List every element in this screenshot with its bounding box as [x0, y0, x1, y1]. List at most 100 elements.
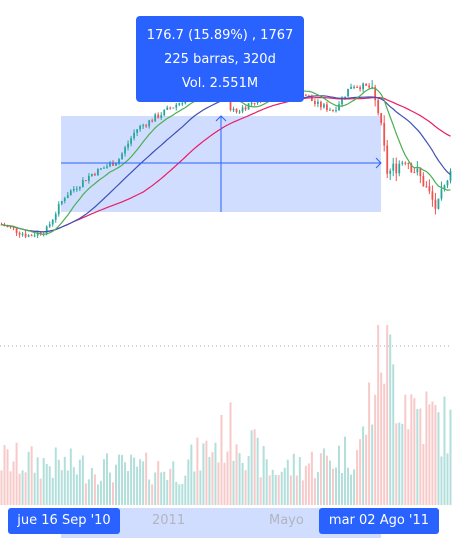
candle-body: [392, 163, 395, 171]
candle-body: [395, 163, 398, 174]
candle-body: [24, 233, 27, 237]
candle-body: [81, 180, 84, 187]
candle-body: [175, 104, 178, 108]
candle-body: [320, 101, 322, 108]
volume-bar: [428, 404, 431, 505]
candle-body: [103, 167, 105, 169]
volume-bar: [169, 468, 172, 505]
volume-bar: [271, 469, 274, 505]
volume-bar: [148, 479, 151, 505]
candle-body: [422, 176, 425, 187]
candle-body: [18, 232, 21, 235]
candle-body: [139, 126, 142, 130]
volume-bar: [96, 484, 99, 505]
volume-bar: [30, 446, 33, 505]
candle-body: [97, 168, 99, 176]
candle-body: [389, 170, 392, 174]
volume-bar: [235, 444, 238, 505]
volume-bar: [3, 444, 6, 505]
candle-body: [33, 235, 36, 237]
candle-body: [6, 226, 9, 228]
candle-body: [9, 226, 12, 228]
x-axis-tick-mayo: Mayo: [269, 513, 304, 528]
volume-bar: [133, 457, 136, 505]
candle-body: [313, 101, 316, 104]
volume-bar: [166, 479, 169, 505]
candle-body: [241, 107, 244, 112]
x-axis-tick-2011: 2011: [152, 513, 186, 528]
candle-body: [87, 175, 90, 181]
candle-body: [425, 186, 428, 188]
measure-bars-days: 225 barras, 320d: [164, 52, 276, 67]
candle-body: [115, 163, 117, 166]
volume-bar: [383, 383, 386, 505]
volume-bar: [301, 480, 304, 505]
candle-body: [317, 101, 319, 104]
volume-bar: [398, 422, 401, 505]
candle-body: [362, 83, 365, 90]
volume-bar: [81, 455, 84, 505]
volume-bar: [72, 467, 75, 505]
candle-body: [148, 120, 151, 127]
candle-body: [365, 83, 368, 86]
candle-body: [151, 120, 154, 122]
volume-bar: [211, 452, 214, 505]
volume-bar: [250, 430, 253, 505]
volume-bar: [130, 454, 133, 505]
volume-bar: [154, 472, 157, 505]
candle-body: [27, 235, 30, 237]
candle-body: [21, 233, 24, 235]
volume-bar: [151, 484, 154, 505]
volume-bar: [413, 398, 416, 505]
volume-bar: [69, 448, 72, 505]
volume-bar: [401, 423, 404, 505]
volume-bar: [350, 474, 353, 505]
volume-bar: [9, 471, 12, 505]
volume-bar: [259, 477, 262, 505]
volume-bar: [54, 447, 57, 505]
volume-bar: [63, 456, 66, 505]
volume-bar: [45, 463, 48, 505]
candle-body: [121, 153, 123, 160]
candle-body: [310, 96, 313, 102]
volume-bar: [377, 325, 380, 505]
volume-bar: [392, 364, 395, 505]
volume-bar: [187, 459, 190, 505]
candle-body: [407, 163, 410, 165]
volume-bar: [108, 472, 111, 505]
volume-bar: [307, 463, 310, 505]
volume-bar: [208, 457, 211, 505]
volume-bar: [178, 484, 181, 505]
candle-body: [350, 87, 352, 89]
volume-bar: [127, 471, 130, 505]
candle-body: [178, 103, 181, 105]
volume-bar: [407, 429, 410, 505]
candle-body: [374, 87, 377, 101]
volume-bar: [121, 454, 124, 505]
candle-body: [434, 199, 437, 209]
volume-bar: [341, 473, 344, 505]
volume-bar: [84, 483, 87, 505]
candle-body: [383, 122, 386, 146]
candle-body: [48, 224, 51, 227]
volume-bar: [241, 462, 244, 505]
volume-bar: [425, 391, 428, 505]
volume-bar: [347, 467, 350, 505]
volume-bar: [112, 482, 114, 505]
volume-bar: [434, 404, 437, 505]
volume-bar: [431, 401, 434, 505]
measure-tooltip: 176.7 (15.89%) , 1767 225 barras, 320d V…: [136, 16, 304, 102]
volume-bar: [102, 459, 105, 505]
volume-bar: [325, 455, 328, 505]
volume-bar: [322, 448, 325, 505]
volume-bar: [181, 483, 184, 505]
volume-bar: [289, 475, 292, 505]
volume-bar: [193, 471, 196, 505]
volume-bar: [386, 325, 389, 505]
volume-bar: [232, 460, 235, 505]
candle-body: [401, 162, 404, 164]
candle-body: [78, 186, 81, 189]
candle-body: [410, 163, 413, 173]
candle-body: [163, 109, 166, 116]
candle-body: [335, 110, 337, 112]
